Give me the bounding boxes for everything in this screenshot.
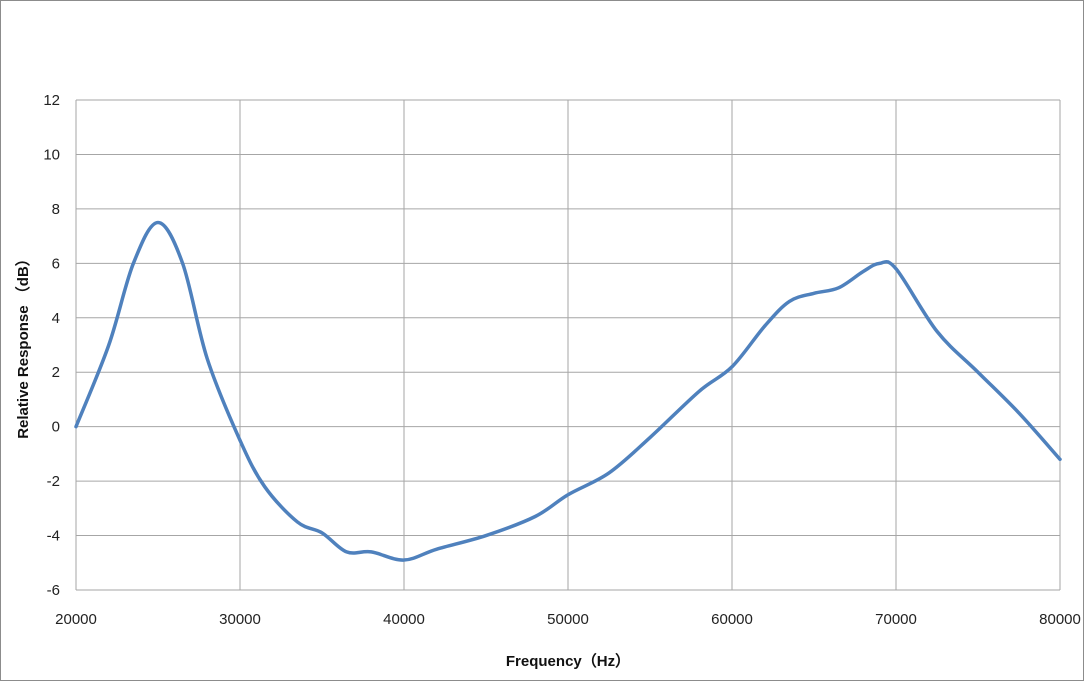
y-tick-label: 4 (52, 310, 60, 327)
y-axis-title: Relative Response （dB） (14, 251, 32, 439)
x-tick-label: 60000 (711, 611, 753, 628)
y-axis-ticks: 12 10 8 6 4 2 0 -2 -4 -6 (43, 92, 60, 599)
y-tick-label: 6 (52, 255, 60, 272)
y-tick-label: -2 (47, 473, 60, 490)
x-axis-title: Frequency（Hz） (506, 652, 630, 670)
y-tick-label: 12 (43, 92, 60, 109)
y-tick-label: 2 (52, 364, 60, 381)
series-layer (74, 220, 1062, 562)
x-tick-label: 30000 (219, 611, 261, 628)
y-tick-label: 0 (52, 419, 60, 436)
gridlines (75, 99, 1061, 591)
x-tick-label: 70000 (875, 611, 917, 628)
x-axis-ticks: 20000 30000 40000 50000 60000 70000 80000 (55, 611, 1081, 628)
x-tick-label: 20000 (55, 611, 97, 628)
x-tick-label: 50000 (547, 611, 589, 628)
x-tick-label: 80000 (1039, 611, 1081, 628)
x-tick-label: 40000 (383, 611, 425, 628)
y-tick-label: 8 (52, 201, 60, 218)
series-line (74, 220, 1062, 562)
y-tick-label: -6 (47, 582, 60, 599)
y-tick-label: -4 (47, 528, 60, 545)
y-tick-label: 10 (43, 146, 60, 163)
